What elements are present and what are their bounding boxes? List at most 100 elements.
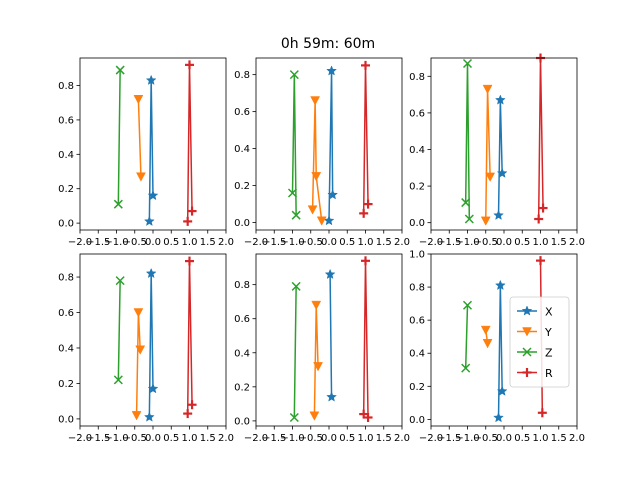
data-point	[309, 411, 320, 421]
series-r	[359, 60, 373, 218]
data-point	[289, 412, 299, 423]
y-tick-label: 0.6	[58, 308, 74, 319]
data-point	[310, 96, 321, 106]
y-tick-label: 1.0	[409, 250, 425, 261]
data-point	[326, 391, 337, 402]
x-tick-label: 0.5	[514, 237, 530, 248]
series-x	[143, 74, 159, 226]
marker-stroke	[115, 65, 125, 75]
legend-marker	[521, 305, 533, 316]
series-y	[480, 325, 493, 349]
data-point	[496, 385, 508, 396]
x-tick-label: 1.5	[376, 237, 392, 248]
x-tick-label: 0.0	[496, 237, 512, 248]
legend-label: X	[545, 306, 553, 319]
x-tick-label: 1.5	[200, 433, 216, 444]
subplot-3: −2.0−1.5−1.0−0.50.0 0.5 1.0 1.5 2.00.00.20.4…	[409, 53, 585, 248]
subplot-5: −2.0−1.5−1.0−0.50.0 0.5 1.0 1.5 2.00.00.20.4…	[234, 253, 410, 444]
x-tick-label: 1.0	[182, 433, 198, 444]
x-tick-label: −1.0	[280, 237, 304, 248]
y-tick-label: 0.2	[409, 182, 425, 193]
subplot-6: −2.0−1.5−1.0−0.50.0 0.5 1.0 1.5 2.00.00.20.4…	[409, 250, 585, 445]
marker-stroke	[291, 281, 301, 291]
series-z	[113, 65, 125, 209]
data-point	[482, 339, 493, 349]
data-point	[143, 215, 155, 226]
y-tick-label: 0.8	[234, 70, 250, 81]
data-point	[143, 411, 155, 422]
data-point	[291, 210, 301, 220]
data-point	[183, 409, 193, 419]
data-point	[115, 276, 125, 286]
data-point	[131, 411, 142, 421]
data-point	[538, 203, 548, 213]
data-point	[136, 172, 146, 182]
marker-stroke	[115, 276, 125, 286]
series-line	[137, 99, 142, 177]
y-tick-label: 0.4	[58, 150, 74, 161]
y-tick-label: 0.2	[234, 382, 250, 393]
data-point	[482, 84, 493, 95]
x-tick-label: −1.5	[86, 237, 110, 248]
data-point	[361, 256, 370, 266]
x-tick-label: 0.0	[321, 433, 337, 444]
x-tick-label: 1.5	[200, 237, 216, 248]
x-tick-label: −2.0	[68, 237, 92, 248]
data-point	[185, 256, 194, 266]
x-tick-label: 1.0	[533, 237, 549, 248]
data-point	[534, 214, 544, 224]
data-point	[287, 188, 298, 198]
data-point	[462, 58, 473, 69]
y-tick-label: 0.8	[58, 81, 74, 92]
data-point	[326, 65, 337, 76]
x-tick-label: 1.0	[358, 237, 374, 248]
x-tick-label: −0.5	[299, 433, 323, 444]
x-tick-label: 2.0	[218, 433, 234, 444]
x-tick-label: −2.0	[244, 433, 268, 444]
data-point	[361, 60, 370, 70]
series-line	[293, 286, 297, 418]
y-tick-label: 0.2	[234, 181, 250, 192]
x-tick-label: −1.0	[104, 433, 128, 444]
data-point	[316, 216, 327, 226]
series-x	[493, 94, 508, 220]
marker-stroke	[289, 412, 299, 423]
data-point	[187, 400, 197, 410]
marker-stroke	[461, 198, 471, 208]
y-tick-label: 0.4	[234, 144, 250, 155]
series-y	[133, 95, 146, 182]
data-point	[187, 206, 197, 216]
y-tick-label: 0.0	[58, 414, 74, 425]
data-point	[493, 209, 504, 220]
data-point	[461, 363, 471, 373]
x-tick-label: −1.5	[437, 433, 461, 444]
data-point	[115, 65, 125, 75]
data-point	[147, 383, 159, 394]
data-point	[324, 268, 336, 280]
marker-stroke	[113, 375, 123, 385]
x-tick-label: −2.0	[244, 237, 268, 248]
x-tick-label: −1.0	[280, 433, 304, 444]
series-y	[131, 308, 146, 421]
subplot-2: −2.0−1.5−1.0−0.50.0 0.5 1.0 1.5 2.00.00.20.4…	[234, 57, 410, 248]
series-z	[461, 300, 473, 373]
data-point	[480, 325, 491, 336]
legend-label: Z	[545, 347, 553, 360]
marker-stroke	[462, 300, 473, 310]
x-tick-label: −1.0	[455, 237, 479, 248]
data-point	[291, 281, 301, 291]
data-point	[363, 199, 373, 209]
legend-item-r: R	[517, 367, 553, 380]
legend-frame	[509, 296, 570, 388]
y-tick-label: 0.6	[58, 115, 74, 126]
x-tick-label: −0.5	[474, 433, 498, 444]
data-point	[147, 189, 159, 201]
x-tick-label: −0.5	[123, 433, 147, 444]
series-x	[493, 279, 508, 423]
subplot-4: −2.0−1.5−1.0−0.50.0 0.5 1.0 1.5 2.00.00.20.4…	[58, 253, 234, 444]
series-r	[183, 60, 197, 226]
legend-marker	[522, 347, 532, 357]
y-tick-label: 0.4	[58, 343, 74, 354]
